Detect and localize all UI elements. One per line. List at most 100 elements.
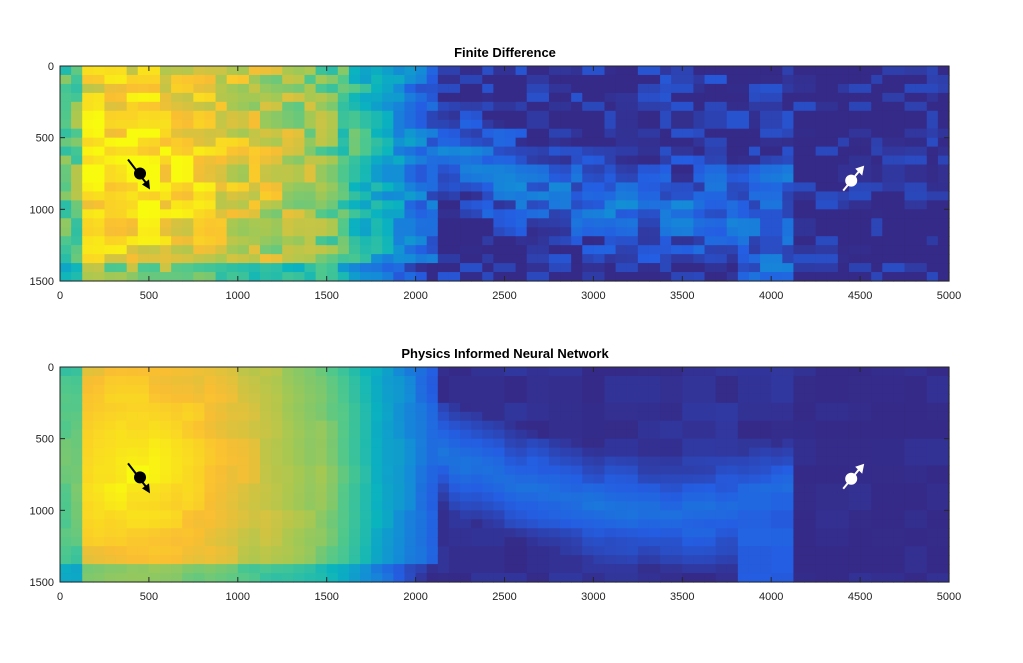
heatmap-cell [704, 420, 717, 431]
heatmap-cell [460, 537, 472, 547]
heatmap-cell [615, 501, 628, 511]
heatmap-cell [404, 411, 417, 422]
heatmap-cell [404, 367, 417, 377]
heatmap-cell [826, 483, 839, 494]
heatmap-cell [271, 209, 283, 219]
heatmap-cell [371, 182, 383, 193]
heatmap-cell [637, 209, 650, 219]
heatmap-cell [693, 564, 706, 574]
heatmap-cell [493, 92, 506, 103]
heatmap-cell [393, 393, 406, 404]
heatmap-cell [115, 191, 128, 201]
heatmap-cell [904, 564, 917, 574]
heatmap-cell [248, 411, 261, 422]
heatmap-cell [326, 546, 339, 556]
heatmap-cell [871, 402, 883, 413]
heatmap-cell [171, 375, 183, 386]
heatmap-cell [715, 164, 728, 175]
heatmap-cell [793, 474, 806, 485]
heatmap-cell [448, 411, 461, 422]
heatmap-cell [560, 272, 572, 282]
heatmap-cell [60, 101, 72, 112]
heatmap-cell [493, 375, 506, 386]
heatmap-cell [171, 92, 183, 103]
heatmap-cell [448, 546, 461, 556]
heatmap-cell [148, 429, 161, 440]
heatmap-cell [371, 128, 383, 139]
heatmap-cell [726, 447, 739, 458]
heatmap-cell [860, 465, 872, 476]
heatmap-cell [293, 110, 306, 121]
heatmap-cell [826, 74, 839, 85]
heatmap-cell [182, 438, 194, 449]
heatmap-cell [660, 537, 672, 547]
heatmap-cell [371, 510, 383, 520]
heatmap-cell [648, 92, 661, 103]
heatmap-cell [615, 272, 628, 282]
heatmap-cell [248, 263, 261, 273]
heatmap-cell [260, 101, 272, 112]
heatmap-cell [704, 191, 717, 201]
heatmap-cell [304, 537, 317, 547]
heatmap-cell [915, 456, 928, 467]
heatmap-cell [226, 438, 239, 449]
heatmap-cell [137, 110, 150, 121]
heatmap-cell [148, 411, 161, 422]
heatmap-cell [248, 519, 261, 529]
heatmap-cell [882, 227, 895, 237]
heatmap-cell [571, 537, 583, 547]
heatmap-cell [548, 555, 561, 565]
heatmap-cell [660, 456, 672, 467]
heatmap-cell [815, 128, 828, 139]
heatmap-cell [260, 429, 272, 440]
heatmap-cell [537, 119, 550, 130]
heatmap-cell [660, 254, 672, 264]
heatmap-cell [771, 483, 783, 494]
heatmap-cell [682, 272, 695, 282]
heatmap-cell [104, 501, 117, 511]
heatmap-cell [682, 537, 695, 547]
heatmap-cell [671, 218, 683, 228]
heatmap-cell [248, 393, 261, 404]
heatmap-cell [537, 474, 550, 485]
heatmap-cell [115, 272, 128, 282]
heatmap-cell [593, 245, 606, 255]
heatmap-cell [671, 411, 683, 422]
heatmap-cell [682, 555, 695, 565]
heatmap-cell [415, 218, 428, 228]
heatmap-cell [537, 429, 550, 440]
heatmap-cell [604, 101, 617, 112]
heatmap-cell [615, 411, 628, 422]
heatmap-cell [126, 411, 139, 422]
heatmap-cell [126, 83, 139, 94]
heatmap-cell [726, 263, 739, 273]
heatmap-cell [326, 236, 339, 246]
heatmap-cell [571, 465, 583, 476]
heatmap-cell [360, 555, 372, 565]
heatmap-cell [548, 92, 561, 103]
heatmap-cell [126, 420, 139, 431]
heatmap-cell [482, 555, 494, 565]
heatmap-cell [637, 110, 650, 121]
heatmap-cell [60, 155, 72, 166]
heatmap-cell [493, 272, 506, 282]
heatmap-cell [115, 474, 128, 485]
heatmap-cell [360, 66, 372, 76]
heatmap-cell [260, 218, 272, 228]
heatmap-cell [626, 119, 639, 130]
heatmap-cell [626, 429, 639, 440]
heatmap-cell [593, 173, 606, 184]
heatmap-cell [204, 200, 217, 210]
heatmap-cell [60, 74, 72, 85]
heatmap-cell [193, 182, 206, 193]
heatmap-cell [126, 74, 139, 85]
heatmap-cell [493, 402, 506, 413]
heatmap-cell [82, 119, 94, 130]
heatmap-cell [682, 173, 695, 184]
heatmap-cell [782, 492, 795, 502]
heatmap-cell [260, 164, 272, 175]
heatmap-cell [137, 375, 150, 386]
heatmap-cell [937, 438, 950, 449]
heatmap-cell [660, 119, 672, 130]
heatmap-cell [215, 173, 228, 184]
